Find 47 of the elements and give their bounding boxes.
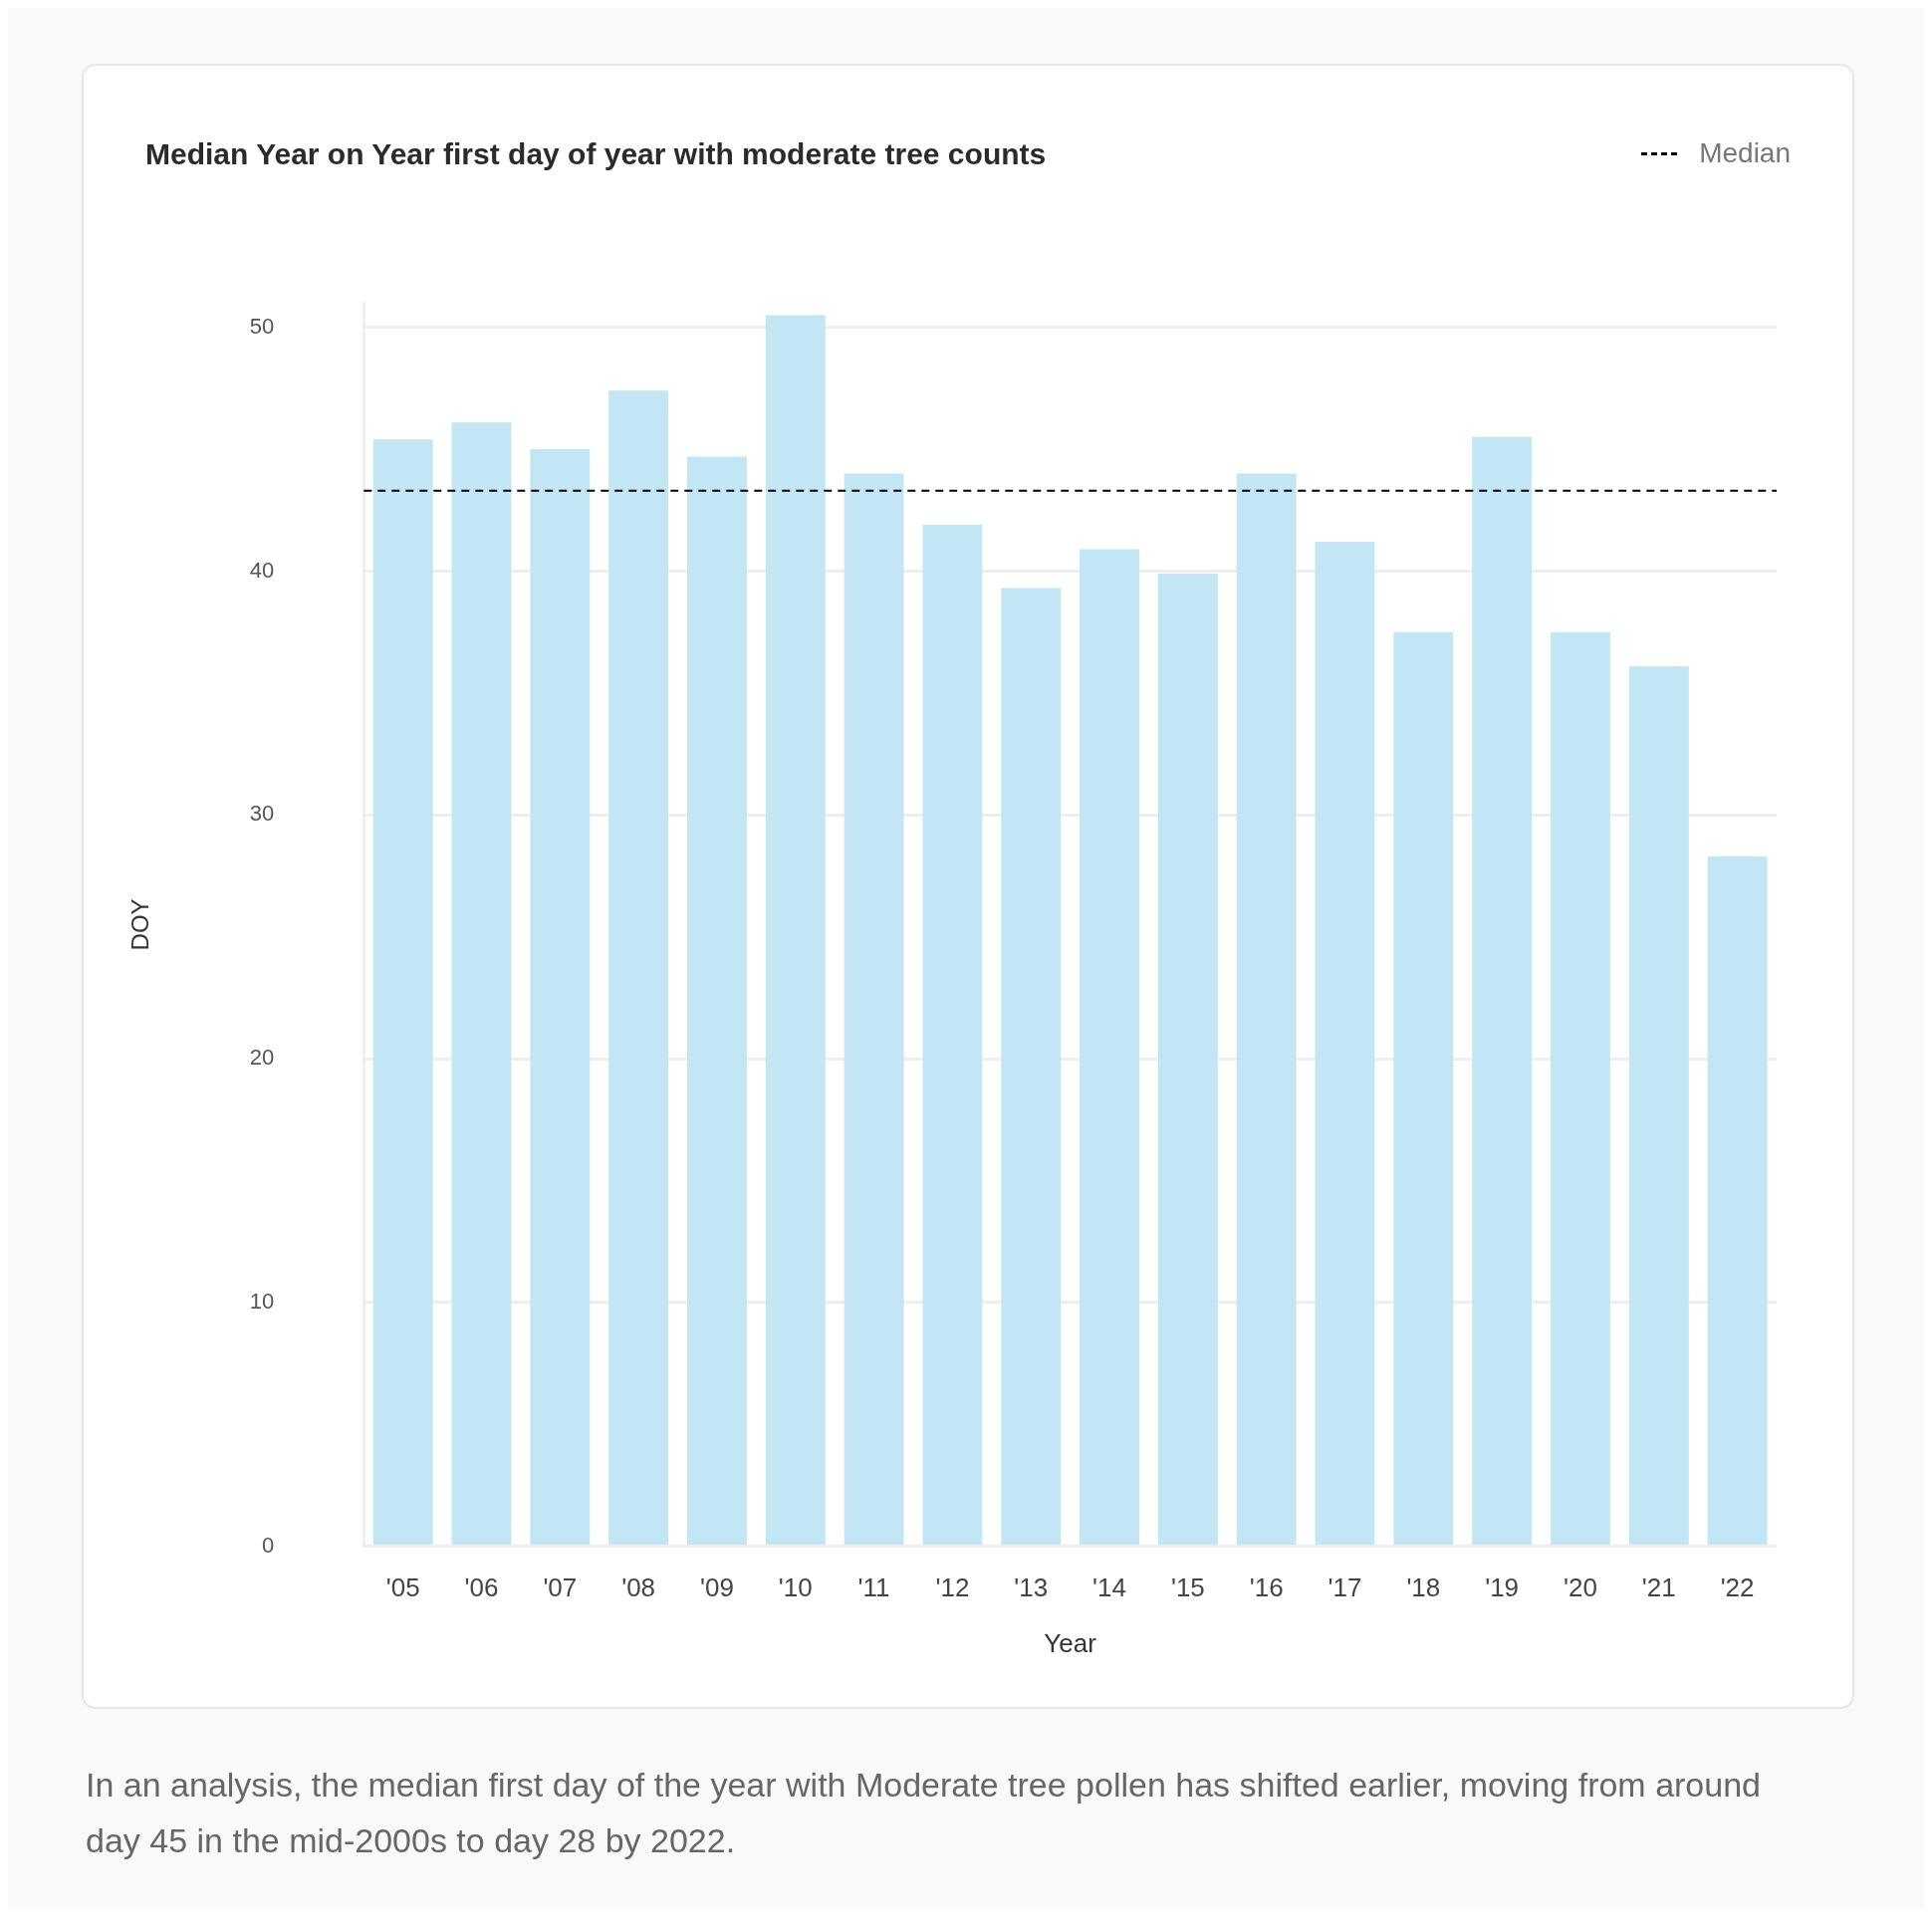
bar [1236,473,1297,1546]
bar [1315,542,1375,1546]
bar [1707,855,1768,1546]
x-tick-label: '16 [1249,1572,1284,1603]
x-tick-label: '07 [543,1572,578,1603]
legend-label: Median [1699,137,1791,169]
y-tick-label: 20 [249,1045,275,1071]
bar [844,473,904,1546]
x-tick-label: '19 [1485,1572,1520,1603]
x-tick-label: '10 [778,1572,813,1603]
x-tick-label: '15 [1170,1572,1205,1603]
y-tick-label: 50 [249,313,275,339]
x-tick-label: '18 [1406,1572,1441,1603]
x-tick-label: '12 [935,1572,970,1603]
x-tick-label: '11 [857,1572,890,1603]
bar [372,439,433,1546]
x-tick-label: '21 [1641,1572,1676,1603]
bar [1472,436,1533,1546]
y-tick-label: 40 [249,557,275,583]
bar [1001,588,1062,1546]
x-tick-label: '14 [1092,1572,1126,1603]
x-axis-title: Year [1044,1627,1097,1658]
bar [1157,573,1218,1546]
bar [530,449,591,1546]
bar [451,422,512,1546]
y-tick-label: 0 [262,1532,275,1558]
bar [1551,631,1610,1546]
x-tick-label: '13 [1014,1572,1049,1603]
bar [1393,631,1454,1546]
bar [922,524,983,1546]
y-tick-label: 10 [249,1288,275,1314]
bar [765,315,826,1546]
bar [1628,665,1689,1546]
chart-title: Median Year on Year first day of year with moderate tree counts [145,137,1047,171]
x-tick-label: '17 [1328,1572,1362,1603]
text: In an analysis, the median first day of the year with Moderate tree pollen has shifted earlier, moving from around day 45 in the mid-2000s to day 28 by 2022. [86,1765,1762,1862]
y-tick-label: 30 [249,801,275,827]
y-axis-title: DOY [126,898,154,951]
bar [608,390,669,1546]
bar [1080,549,1139,1546]
x-tick-label: '05 [385,1572,420,1603]
x-tick-label: '08 [621,1572,656,1603]
x-tick-label: '06 [464,1572,499,1603]
x-tick-label: '20 [1564,1572,1597,1603]
bar [687,456,747,1546]
x-tick-label: '22 [1720,1572,1755,1603]
x-tick-label: '09 [700,1572,734,1603]
